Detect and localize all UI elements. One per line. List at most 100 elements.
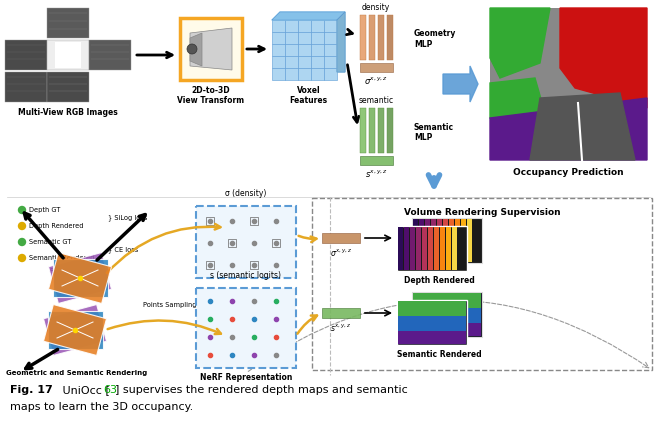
Bar [369,108,375,153]
Text: Semantic
MLP: Semantic MLP [414,122,454,142]
Bar [404,227,409,270]
Bar [419,219,424,262]
Bar [47,40,89,70]
Bar [452,227,457,270]
Text: Geometry
MLP: Geometry MLP [414,30,457,49]
Bar [437,219,442,262]
Bar [324,68,337,80]
Text: Semantic Rendered: Semantic Rendered [29,255,95,261]
Bar [285,56,298,68]
Polygon shape [490,8,550,78]
Bar [440,227,445,270]
Bar [285,32,298,44]
Polygon shape [47,311,102,349]
Text: Voxel
Features: Voxel Features [290,86,328,105]
Bar [413,219,418,262]
Bar [272,20,285,32]
Bar [322,308,360,318]
Text: } CE loss: } CE loss [108,247,138,253]
Bar [387,15,393,60]
Bar [413,323,481,336]
Bar [455,219,460,262]
Bar [206,261,214,269]
Bar [196,206,296,278]
Bar [425,219,430,262]
Bar [360,108,366,153]
Polygon shape [490,78,545,128]
Bar [461,219,466,262]
Bar [311,20,324,32]
Text: s (semantic logits): s (semantic logits) [210,271,281,280]
Circle shape [18,222,26,229]
Bar [285,20,298,32]
Polygon shape [530,93,635,160]
Text: Semantic Rendered: Semantic Rendered [397,350,482,359]
Bar [378,108,384,153]
Bar [5,40,47,70]
Text: Depth Rendered: Depth Rendered [403,276,474,285]
Text: Semantic GT: Semantic GT [29,239,72,245]
Bar [398,301,466,316]
Bar [378,15,384,60]
Polygon shape [190,33,202,66]
Bar [360,156,393,165]
Text: Points Sampling: Points Sampling [143,302,196,308]
Bar [412,218,482,263]
Circle shape [18,206,26,213]
Polygon shape [560,8,647,108]
Circle shape [18,255,26,262]
Polygon shape [49,252,112,304]
Bar [387,108,393,153]
Text: NeRF Representation: NeRF Representation [200,373,292,382]
Bar [89,40,131,70]
Text: Occupancy Prediction: Occupancy Prediction [513,168,623,177]
Bar [180,18,242,80]
Bar [272,239,280,247]
Bar [272,44,285,56]
Bar [324,44,337,56]
Polygon shape [43,305,106,355]
Text: Ray Accumulation
Eq. (2): Ray Accumulation Eq. (2) [50,268,110,282]
Polygon shape [53,259,108,297]
Bar [322,233,360,243]
Bar [298,32,311,44]
Bar [311,56,324,68]
Bar [413,293,481,308]
Text: Depth GT: Depth GT [29,207,60,213]
Bar [312,198,652,370]
Bar [446,227,451,270]
Bar [443,219,448,262]
Bar [412,292,482,337]
Text: Multi-View RGB Images: Multi-View RGB Images [18,108,118,117]
Text: $\sigma^{x,y,z}$: $\sigma^{x,y,z}$ [330,247,352,258]
Bar [398,316,466,331]
Text: 2D-to-3D
View Transform: 2D-to-3D View Transform [177,86,244,105]
Bar [311,68,324,80]
Text: σ (density): σ (density) [225,189,267,198]
Bar [416,227,421,270]
Bar [298,56,311,68]
Bar [324,56,337,68]
Bar [449,219,454,262]
Bar [285,68,298,80]
Bar [250,217,258,225]
Text: ] supervises the rendered depth maps and semantic: ] supervises the rendered depth maps and… [115,385,408,395]
Text: Fig. 17: Fig. 17 [10,385,53,395]
Bar [298,44,311,56]
Bar [272,56,285,68]
Bar [196,288,296,368]
Text: Depth Rendered: Depth Rendered [29,223,83,229]
Bar [311,32,324,44]
Text: } SiLog loss: } SiLog loss [108,215,147,221]
Bar [272,68,285,80]
Polygon shape [43,305,106,355]
Bar [410,227,415,270]
Bar [298,68,311,80]
Circle shape [187,44,197,54]
Text: $\sigma^{x,y,z}$: $\sigma^{x,y,z}$ [364,75,388,86]
Bar [369,15,375,60]
Text: $s^{x,y,z}$: $s^{x,y,z}$ [330,322,351,333]
Bar [413,308,481,323]
Bar [5,72,47,102]
Bar [272,32,285,44]
